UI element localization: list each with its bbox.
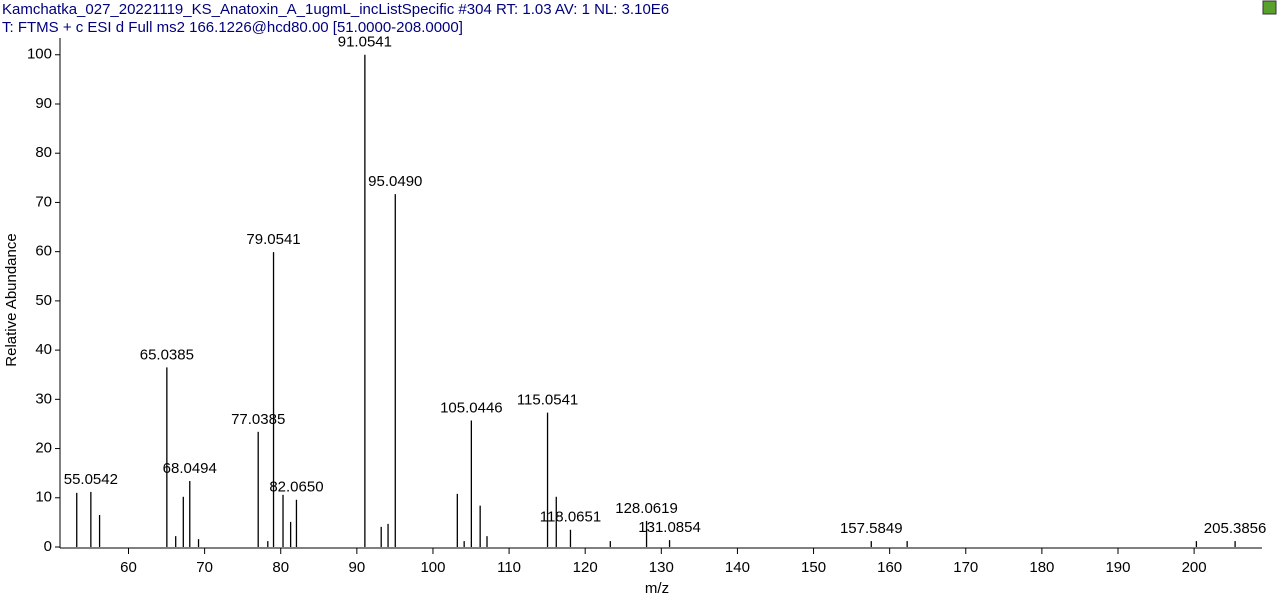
peak-label: 82.0650 <box>269 479 323 496</box>
y-tick-label: 0 <box>44 538 52 555</box>
y-tick-label: 30 <box>35 390 52 407</box>
y-tick-label: 80 <box>35 144 52 161</box>
peak-label: 55.0542 <box>64 471 118 488</box>
peak-label: 205.3856 <box>1204 520 1267 537</box>
peak-label: 79.0541 <box>246 231 300 248</box>
x-tick-label: 110 <box>497 559 521 576</box>
y-tick-label: 20 <box>35 440 52 457</box>
y-tick-label: 40 <box>35 341 52 358</box>
x-tick-label: 120 <box>573 559 598 576</box>
y-tick-label: 60 <box>35 243 52 260</box>
y-axis-label: Relative Abundance <box>3 233 20 366</box>
y-tick-label: 100 <box>27 46 52 63</box>
peak-label: 68.0494 <box>163 460 217 477</box>
peak-label: 77.0385 <box>231 411 285 428</box>
x-tick-label: 140 <box>725 559 750 576</box>
peak-label: 131.0854 <box>638 519 701 536</box>
x-axis-label: m/z <box>645 580 669 597</box>
y-tick-label: 50 <box>35 292 52 309</box>
x-tick-label: 180 <box>1029 559 1054 576</box>
x-tick-label: 100 <box>420 559 445 576</box>
x-tick-label: 130 <box>649 559 674 576</box>
peak-label: 105.0446 <box>440 399 503 416</box>
y-tick-label: 70 <box>35 193 52 210</box>
x-tick-label: 190 <box>1105 559 1130 576</box>
chart-subtitle: T: FTMS + c ESI d Full ms2 166.1226@hcd8… <box>2 19 463 36</box>
peak-label: 115.0541 <box>517 392 578 409</box>
peak-label: 91.0541 <box>338 34 392 51</box>
x-tick-label: 150 <box>801 559 826 576</box>
x-tick-label: 90 <box>349 559 366 576</box>
x-tick-label: 160 <box>877 559 902 576</box>
peak-label: 65.0385 <box>140 346 194 363</box>
x-tick-label: 60 <box>120 559 137 576</box>
peak-label: 157.5849 <box>840 520 903 537</box>
chart-title: Kamchatka_027_20221119_KS_Anatoxin_A_1ug… <box>2 1 669 18</box>
x-tick-label: 70 <box>196 559 213 576</box>
status-icon <box>1262 0 1277 15</box>
y-tick-label: 10 <box>35 489 52 506</box>
peak-label: 128.0619 <box>615 500 678 517</box>
x-tick-label: 80 <box>272 559 289 576</box>
peak-label: 118.0651 <box>540 509 601 526</box>
x-tick-label: 170 <box>953 559 978 576</box>
y-tick-label: 90 <box>35 95 52 112</box>
x-tick-label: 200 <box>1182 559 1207 576</box>
peak-label: 95.0490 <box>368 173 422 190</box>
